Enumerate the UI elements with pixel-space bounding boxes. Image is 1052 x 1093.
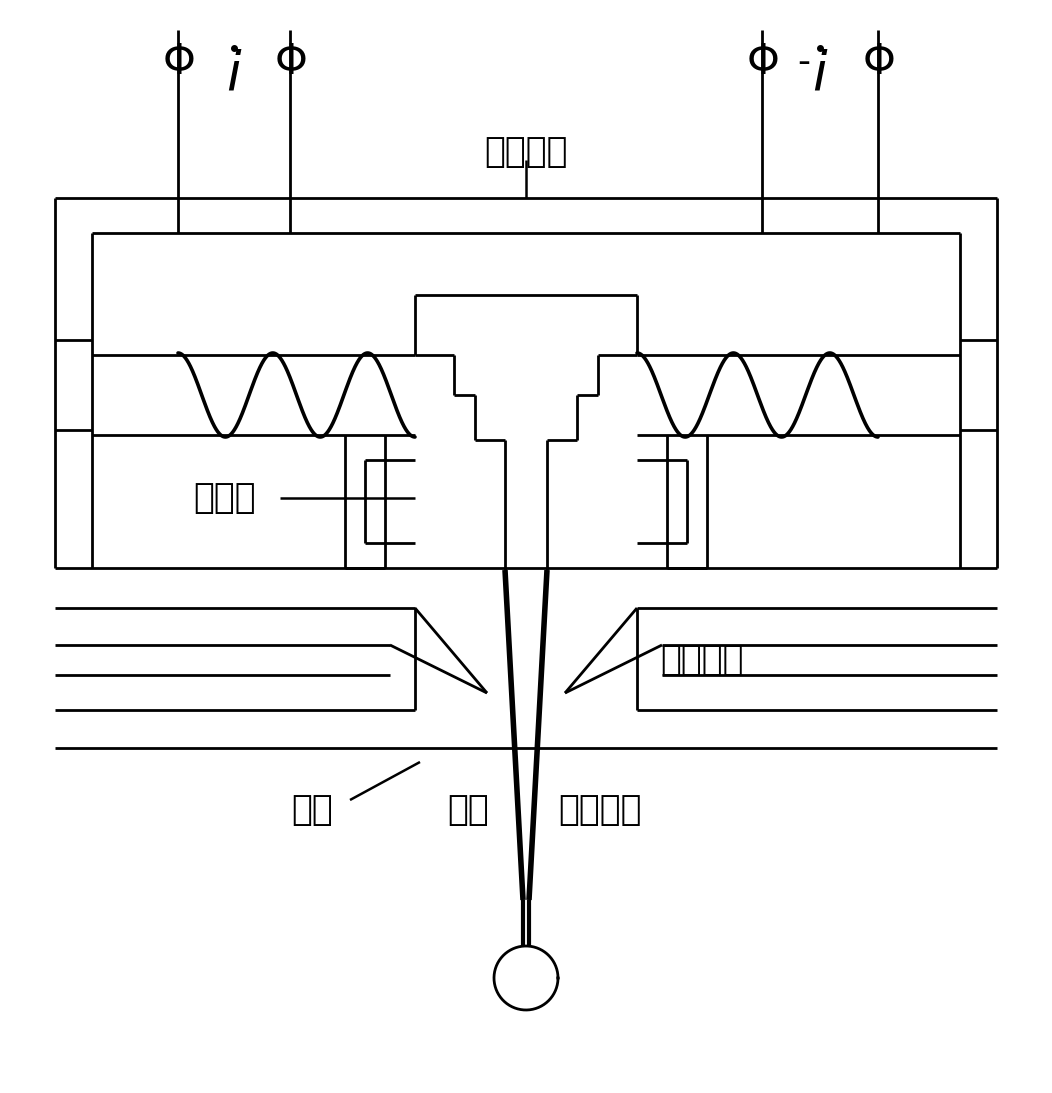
Text: 中位压力: 中位压力	[660, 643, 744, 677]
Text: 喷嘴: 喷嘴	[291, 794, 332, 827]
Text: 力矩马达: 力矩马达	[484, 136, 568, 169]
Text: 弹簧管: 弹簧管	[193, 481, 256, 515]
Text: $\Phi$: $\Phi$	[746, 42, 778, 83]
Text: $i$: $i$	[812, 49, 828, 101]
Text: -: -	[797, 45, 810, 79]
Text: 回油背压: 回油背压	[558, 794, 642, 827]
Text: $i$: $i$	[226, 49, 242, 101]
Text: $\Phi$: $\Phi$	[274, 42, 306, 83]
Text: $\Phi$: $\Phi$	[162, 42, 195, 83]
Text: $\Phi$: $\Phi$	[862, 42, 894, 83]
Text: 挡板: 挡板	[447, 794, 489, 827]
